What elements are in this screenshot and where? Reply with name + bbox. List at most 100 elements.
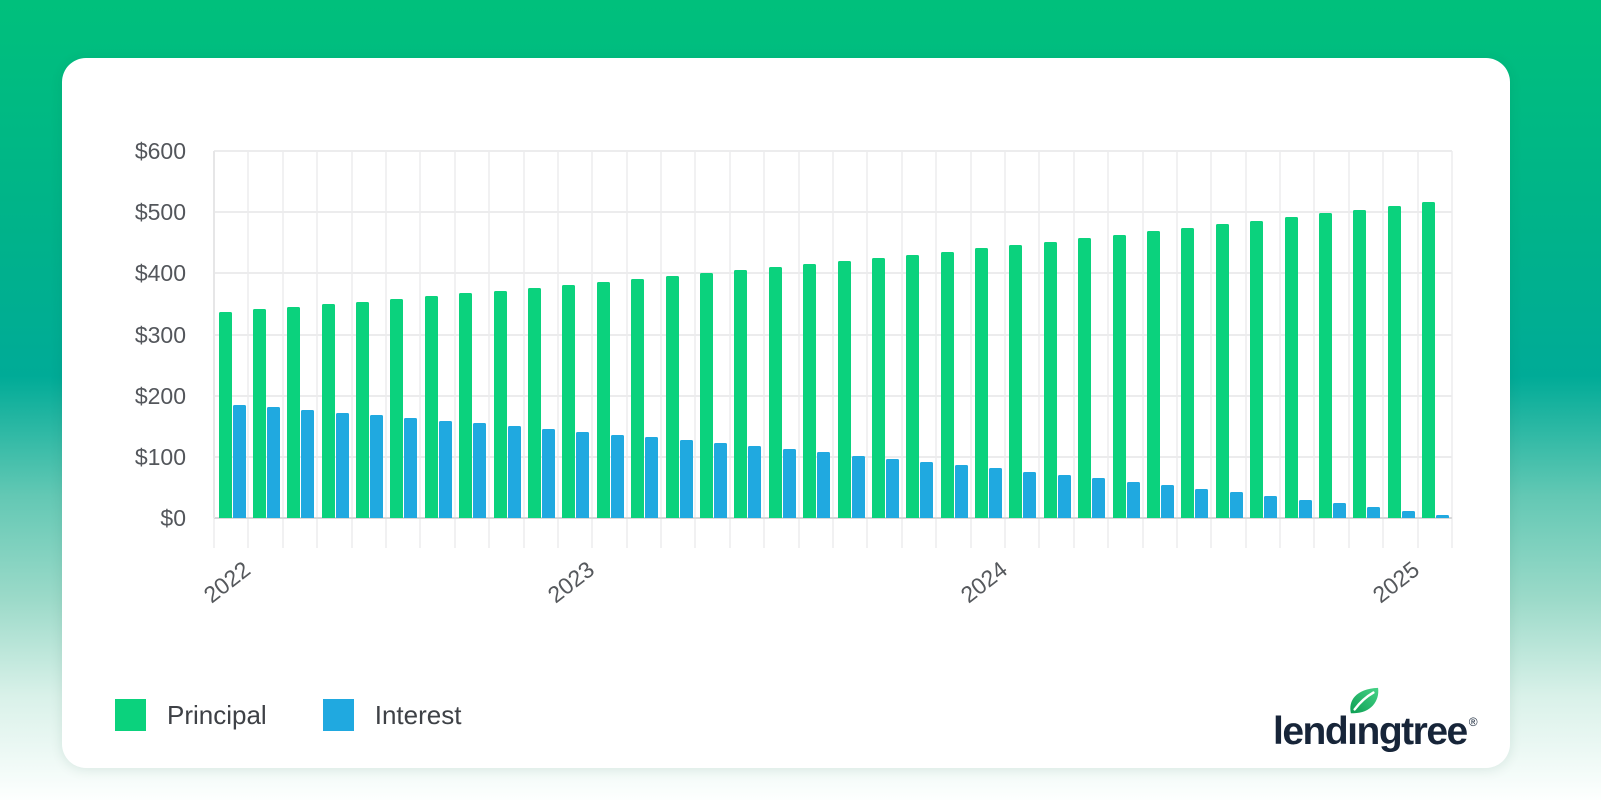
interest-bar[interactable] bbox=[679, 440, 693, 518]
principal-bar[interactable] bbox=[871, 258, 885, 518]
principal-bar[interactable] bbox=[699, 273, 713, 518]
legend-label-interest: Interest bbox=[374, 699, 462, 730]
interest-bar[interactable] bbox=[1092, 478, 1106, 518]
legend-item-interest[interactable]: Interest bbox=[322, 699, 462, 731]
vertical-gridline bbox=[1347, 151, 1350, 548]
principal-bar[interactable] bbox=[321, 304, 335, 518]
vertical-gridline bbox=[1003, 151, 1006, 548]
interest-bar[interactable] bbox=[1229, 492, 1243, 518]
interest-bar[interactable] bbox=[1161, 485, 1174, 518]
interest-bar[interactable] bbox=[1264, 496, 1278, 518]
principal-bar[interactable] bbox=[975, 248, 989, 518]
principal-bar[interactable] bbox=[1147, 231, 1160, 518]
principal-bar[interactable] bbox=[493, 290, 507, 518]
interest-bar[interactable] bbox=[1367, 507, 1381, 518]
principal-bar[interactable] bbox=[287, 306, 301, 518]
interest-bar[interactable] bbox=[335, 412, 349, 518]
interest-bar[interactable] bbox=[370, 415, 384, 518]
vertical-gridline bbox=[1107, 151, 1110, 548]
principal-bar[interactable] bbox=[562, 285, 576, 518]
principal-bar[interactable] bbox=[837, 261, 851, 518]
interest-bar[interactable] bbox=[1298, 499, 1312, 518]
registered-trademark: ® bbox=[1468, 715, 1478, 729]
principal-bar[interactable] bbox=[803, 264, 817, 518]
interest-bar[interactable] bbox=[1023, 471, 1037, 518]
principal-bar[interactable] bbox=[1422, 201, 1436, 518]
principal-bar[interactable] bbox=[390, 298, 404, 518]
principal-bar[interactable] bbox=[631, 279, 645, 518]
interest-bar[interactable] bbox=[438, 420, 452, 518]
principal-bar[interactable] bbox=[1043, 241, 1057, 518]
interest-bar[interactable] bbox=[404, 417, 418, 518]
interest-bar[interactable] bbox=[610, 434, 624, 518]
y-axis-tick-label: $300 bbox=[134, 321, 186, 348]
interest-bar[interactable] bbox=[266, 407, 280, 518]
interest-bar[interactable] bbox=[645, 437, 659, 518]
interest-bar[interactable] bbox=[232, 404, 246, 518]
principal-bar[interactable] bbox=[1215, 224, 1229, 518]
interest-bar[interactable] bbox=[576, 431, 590, 518]
interest-bar[interactable] bbox=[507, 426, 521, 518]
chart-legend: Principal Interest bbox=[115, 699, 461, 731]
interest-bar[interactable] bbox=[920, 461, 934, 518]
interest-bar[interactable] bbox=[713, 443, 727, 518]
principal-bar[interactable] bbox=[528, 287, 541, 518]
principal-bar[interactable] bbox=[734, 270, 748, 518]
interest-bar[interactable] bbox=[817, 452, 831, 518]
vertical-gridline bbox=[832, 151, 834, 548]
interest-bar[interactable] bbox=[1401, 510, 1415, 518]
principal-bar[interactable] bbox=[1250, 220, 1264, 518]
vertical-gridline bbox=[453, 151, 456, 548]
interest-bar[interactable] bbox=[782, 449, 796, 518]
interest-bar[interactable] bbox=[748, 446, 762, 518]
principal-bar[interactable] bbox=[940, 251, 954, 518]
principal-bar[interactable] bbox=[424, 296, 438, 518]
principal-bar[interactable] bbox=[1353, 209, 1367, 518]
vertical-gridline bbox=[763, 151, 766, 548]
amortization-chart: $0 $100 $200 $300 $400 $500 $600 2022 2023 2024 20… bbox=[62, 58, 1510, 768]
x-axis-year-label: 2022 bbox=[198, 556, 256, 608]
chart-card: $0 $100 $200 $300 $400 $500 $600 2022 2023 2024 20… bbox=[62, 58, 1510, 768]
principal-bar[interactable] bbox=[768, 267, 782, 518]
principal-bar[interactable] bbox=[1318, 213, 1332, 518]
gridline bbox=[214, 272, 1452, 275]
principal-bar[interactable] bbox=[1112, 234, 1126, 518]
interest-bar[interactable] bbox=[954, 465, 968, 518]
principal-bar[interactable] bbox=[1284, 216, 1298, 518]
principal-bar[interactable] bbox=[665, 276, 679, 518]
principal-bar[interactable] bbox=[906, 254, 920, 518]
vertical-gridline bbox=[625, 151, 628, 548]
principal-bar[interactable] bbox=[596, 282, 610, 518]
principal-bar[interactable] bbox=[252, 309, 266, 518]
legend-item-principal[interactable]: Principal bbox=[115, 699, 267, 731]
vertical-gridline bbox=[728, 151, 731, 548]
interest-bar[interactable] bbox=[885, 458, 899, 518]
principal-bar[interactable] bbox=[1387, 205, 1401, 518]
interest-bar[interactable] bbox=[1195, 488, 1209, 518]
vertical-gridline bbox=[1382, 151, 1385, 548]
interest-bar[interactable] bbox=[1436, 514, 1450, 518]
principal-bar[interactable] bbox=[218, 311, 232, 518]
interest-bar[interactable] bbox=[989, 468, 1003, 518]
vertical-gridline bbox=[1210, 151, 1213, 548]
interest-bar[interactable] bbox=[1126, 481, 1140, 518]
vertical-gridline bbox=[350, 151, 353, 548]
interest-bar[interactable] bbox=[473, 423, 487, 518]
y-axis-tick-label: $600 bbox=[134, 138, 186, 164]
gridline bbox=[214, 150, 1452, 152]
principal-bar[interactable] bbox=[459, 293, 473, 518]
y-axis-tick-label: $200 bbox=[134, 382, 186, 409]
vertical-gridline bbox=[660, 151, 663, 548]
principal-bar[interactable] bbox=[1009, 245, 1023, 518]
interest-bar[interactable] bbox=[301, 409, 315, 518]
interest-bar[interactable] bbox=[542, 428, 555, 518]
interest-bar[interactable] bbox=[851, 455, 865, 518]
interest-bar[interactable] bbox=[1332, 503, 1346, 518]
interest-swatch bbox=[322, 699, 354, 731]
interest-bar[interactable] bbox=[1057, 475, 1071, 518]
principal-bar[interactable] bbox=[356, 301, 370, 518]
principal-bar[interactable] bbox=[1181, 227, 1195, 518]
principal-bar[interactable] bbox=[1078, 238, 1092, 518]
leaf-icon bbox=[1347, 686, 1381, 721]
